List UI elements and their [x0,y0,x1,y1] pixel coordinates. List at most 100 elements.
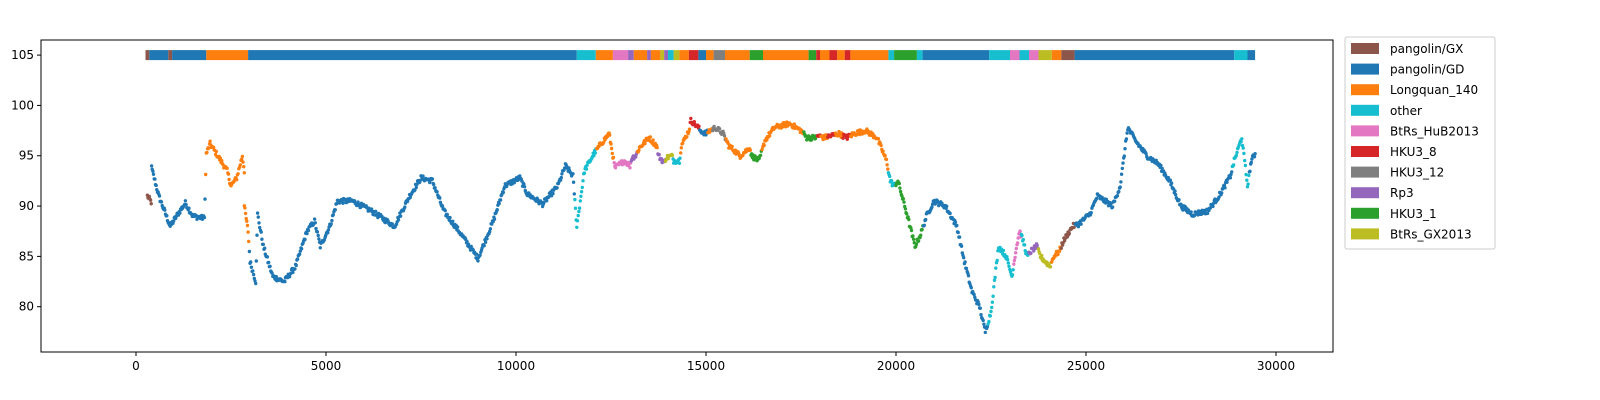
plot-frame [40,39,1334,353]
data-point-3 [147,194,151,199]
data-point-362 [390,222,394,226]
top-bar-segment-29 [837,50,845,61]
data-point-671 [602,140,606,144]
data-point-170 [259,230,263,234]
data-point-1576 [1217,195,1221,199]
data-point-508 [490,222,494,226]
data-point-1244 [992,278,997,282]
y-tick-label-95: 95 [19,149,34,163]
data-point-1131 [914,242,919,247]
data-point-521 [498,198,503,202]
data-point-58 [184,202,188,207]
data-point-181 [267,260,271,265]
top-bar-segments [145,50,1256,61]
data-point-1602 [1234,153,1239,158]
data-point-86 [203,197,207,201]
data-point-887 [748,148,752,152]
data-point-1207 [966,274,971,278]
data-point-733 [643,141,647,146]
data-point-374 [398,214,403,218]
data-point-1202 [963,260,967,264]
legend-label-2: Longquan_140 [1390,83,1478,97]
data-point-1264 [1006,261,1010,265]
data-point-14 [154,183,158,188]
data-point-257 [318,246,322,250]
top-bar-segment-44 [1234,50,1248,61]
data-point-1436 [1122,154,1127,158]
data-point-686 [611,155,616,160]
data-point-7 [149,164,154,168]
data-point-754 [657,152,661,157]
legend-label-0: pangolin/GX [1390,42,1463,56]
data-point-235 [303,237,307,242]
data-point-87 [204,172,208,177]
data-point-794 [685,135,689,139]
data-point-1595 [1230,170,1234,174]
data-point-628 [572,192,576,196]
legend-swatch-6 [1351,166,1379,178]
data-point-1511 [1173,189,1177,193]
data-point-638 [579,194,583,198]
data-point-1433 [1120,166,1125,171]
legend-label-5: HKU3_8 [1390,145,1437,159]
data-point-122 [227,177,231,182]
y-tick-label-105: 105 [11,48,34,62]
x-tick-label-10000: 10000 [497,359,535,373]
data-point-657 [592,154,596,158]
data-point-683 [609,146,614,151]
data-point-934 [781,125,785,129]
data-point-1108 [898,189,903,194]
data-point-798 [687,127,692,131]
data-point-785 [679,151,683,155]
data-point-1120 [907,217,911,222]
data-point-1272 [1012,262,1016,266]
data-point-1236 [987,319,991,324]
data-point-719 [634,155,638,159]
data-point-1609 [1239,140,1243,144]
data-point-1504 [1168,178,1173,182]
data-point-1091 [888,174,892,179]
top-bar-segment-10 [633,50,648,61]
data-point-1158 [933,202,937,206]
data-point-951 [792,122,796,126]
data-point-849 [722,134,727,138]
data-point-842 [717,127,722,131]
data-point-1200 [962,256,966,260]
data-point-512 [492,217,497,221]
top-bar-segment-33 [894,50,917,61]
data-point-1630 [1253,152,1257,156]
data-point-1430 [1118,185,1122,189]
top-bar-segment-11 [647,50,651,61]
data-point-141 [240,154,245,159]
top-bar-segment-2 [168,50,173,61]
data-point-1137 [919,233,923,237]
data-point-1490 [1159,163,1163,168]
data-point-1245 [993,275,997,280]
data-point-1428 [1117,189,1121,194]
data-point-156 [249,265,254,269]
data-point-1315 [1040,253,1044,258]
data-point-85 [202,215,207,220]
data-point-144 [242,171,246,175]
data-point-1248 [995,258,999,263]
data-point-1341 [1057,249,1062,254]
data-point-94 [208,139,212,143]
data-point-436 [440,204,445,208]
data-point-1273 [1012,258,1017,263]
data-point-1501 [1166,175,1171,180]
data-point-162 [254,281,258,286]
data-point-682 [609,142,613,146]
data-point-1299 [1029,251,1033,255]
top-bar-segment-30 [844,50,851,61]
data-point-1123 [909,226,913,230]
top-bar-segment-15 [668,50,674,61]
top-bar-segment-19 [698,50,706,61]
legend-swatch-5 [1351,146,1379,157]
data-point-140 [240,157,244,161]
data-point-171 [260,237,264,241]
data-point-1194 [957,235,962,239]
data-point-519 [497,201,501,206]
data-point-276 [331,213,335,217]
top-bar-segment-17 [679,50,689,61]
data-point-1520 [1179,202,1183,206]
